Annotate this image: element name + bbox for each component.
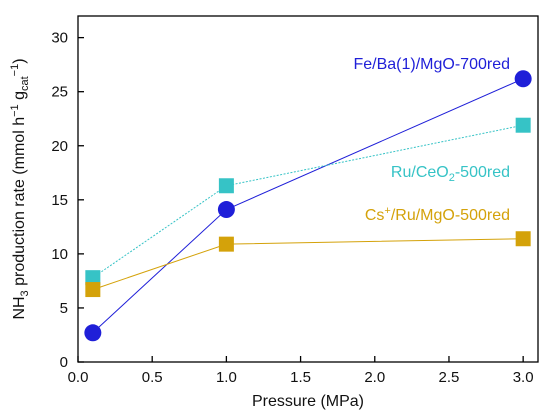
data-point-s2-0 (85, 282, 101, 298)
data-point-s1-1 (218, 178, 234, 194)
x-tick-label-3: 1.5 (290, 369, 311, 386)
y-tick-label-5: 25 (51, 84, 68, 101)
y-tick-label-3: 15 (51, 192, 68, 209)
series-line-2 (92, 238, 524, 291)
x-tick-label-1: 0.5 (142, 369, 163, 386)
series-markers (84, 70, 532, 342)
series-line-1 (92, 124, 524, 279)
series-label-2: Cs+/Ru/MgO-500red (365, 205, 510, 224)
x-tick-label-2: 1.0 (216, 369, 237, 386)
x-tick-label-5: 2.5 (439, 369, 460, 386)
y-axis-title: NH3 production rate (mmol h−1 gcat−1) (9, 58, 31, 319)
x-tick-label-6: 3.0 (513, 369, 534, 386)
x-axis-title: Pressure (MPa) (252, 393, 364, 410)
data-point-s0-2 (514, 70, 532, 88)
series-line-0 (92, 78, 524, 334)
data-point-s2-2 (515, 231, 531, 247)
series-lines (92, 78, 524, 334)
x-tick-label-4: 2.0 (364, 369, 385, 386)
x-tick-label-0: 0.0 (68, 369, 89, 386)
data-point-s2-1 (218, 236, 234, 252)
series-labels: Fe/Ba(1)/MgO-700red Ru/CeO2-500red Cs+/Ru/… (353, 56, 510, 224)
plot-frame (77, 15, 539, 363)
y-tick-label-4: 20 (51, 138, 68, 155)
axes: 0.0 0.5 1.0 1.5 2.0 2.5 3.0 0 5 10 15 20 25 30 (51, 15, 539, 386)
data-point-s1-2 (515, 117, 531, 133)
y-tick-label-1: 5 (60, 300, 68, 317)
data-point-s0-0 (84, 324, 102, 342)
data-point-s1-0 (85, 270, 101, 286)
data-point-s0-1 (217, 201, 235, 219)
y-tick-label-2: 10 (51, 246, 68, 263)
series-label-0: Fe/Ba(1)/MgO-700red (353, 56, 510, 73)
series-label-1: Ru/CeO2-500red (391, 164, 510, 184)
y-tick-label-6: 30 (51, 30, 68, 47)
y-tick-label-0: 0 (60, 354, 68, 371)
